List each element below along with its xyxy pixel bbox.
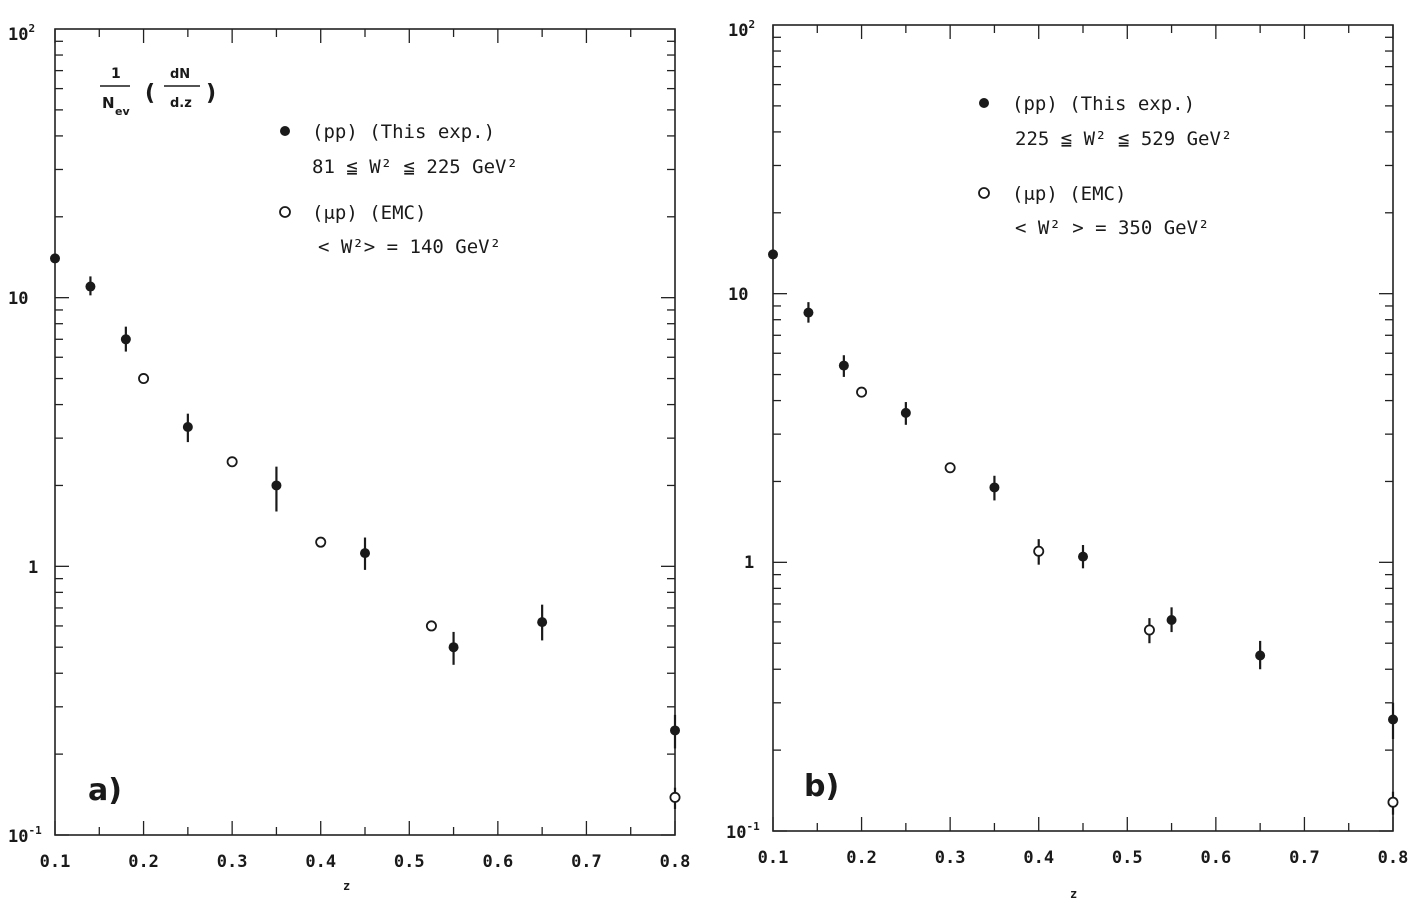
legend-marker-filled-a (280, 126, 290, 136)
legend-range-pp-a: 81 ≦ W² ≦ 225 GeV² (312, 156, 518, 178)
data-point-open (856, 386, 868, 398)
data-point-filled (448, 642, 459, 653)
legend-marker-filled-b (979, 98, 989, 108)
data-point-filled (989, 482, 1000, 493)
y-label-close-paren: ) (206, 81, 216, 106)
legend-range-mup-b: < W² > = 350 GeV² (1015, 217, 1209, 239)
y-label-N-sub: ev (115, 105, 130, 118)
data-point-open (944, 462, 956, 474)
data-point-filled (670, 725, 680, 736)
y-label-dN: dN (170, 67, 190, 82)
legend-label-pp-a: (pp) (This exp.) (312, 121, 495, 143)
y-axis-label-a: 1 N ev ( dN d.z ) (100, 66, 216, 118)
y-tick-label-b-100: 102 (728, 18, 755, 41)
data-point-filled (900, 407, 911, 418)
x-tick-label: 0.2 (128, 852, 159, 872)
y-tick-label-a-0.1: 10-1 (8, 824, 42, 847)
y-tick-label-b-10: 10 (728, 285, 748, 305)
panel-b: 102 10 1 10-1 0.1 0.2 0.3 0.4 0.5 0.6 0.7 0.8 z… (726, 18, 1408, 901)
x-tick-labels-a: 0.1 0.2 0.3 0.4 0.5 0.6 0.7 0.8 (40, 852, 691, 872)
x-tick-label: 0.1 (758, 848, 789, 868)
x-tick-labels-b: 0.1 0.2 0.3 0.4 0.5 0.6 0.7 0.8 (758, 848, 1409, 868)
data-point-filled (537, 617, 548, 628)
x-ticks-a (54, 29, 676, 835)
x-tick-label: 0.6 (482, 852, 513, 872)
data-point-filled (1166, 615, 1177, 626)
y-tick-label-b-1: 1 (744, 553, 754, 573)
legend-marker-open-a (279, 206, 291, 218)
data-point-filled (271, 480, 282, 491)
x-tick-label: 0.4 (305, 852, 336, 872)
legend-range-mup-a: < W²> = 140 GeV² (318, 236, 501, 258)
x-tick-label: 0.2 (846, 848, 877, 868)
y-tick-label-a-10: 10 (8, 289, 28, 309)
legend-b: (pp) (This exp.) 225 ≦ W² ≦ 529 GeV² (μp… (978, 93, 1232, 239)
data-point-open (669, 791, 681, 803)
x-axis-label-b: z (1070, 887, 1077, 901)
x-tick-label: 0.7 (571, 852, 602, 872)
data-point-open (226, 456, 238, 468)
legend-label-pp-b: (pp) (This exp.) (1012, 93, 1195, 115)
x-tick-label: 0.5 (1112, 848, 1143, 868)
data-points-b (768, 249, 1399, 815)
y-label-one: 1 (111, 66, 121, 82)
y-label-N: N (102, 94, 115, 112)
y-label-open-paren: ( (145, 81, 155, 106)
legend-label-mup-b: (μp) (EMC) (1012, 183, 1126, 205)
y-label-dz: d.z (170, 96, 192, 111)
y-ticks-a (55, 40, 675, 836)
y-ticks-b (773, 36, 1393, 832)
data-point-filled (1388, 714, 1398, 725)
legend-label-mup-a: (μp) (EMC) (312, 202, 426, 224)
panel-a: 102 10 1 10-1 0.1 0.2 0.3 0.4 0.5 0.6 0.7 0.8 z… (8, 22, 690, 893)
data-point-filled (1078, 551, 1088, 562)
data-point-filled (803, 307, 814, 318)
data-point-filled (182, 422, 193, 433)
x-tick-label: 0.5 (394, 852, 425, 872)
data-point-filled (768, 249, 778, 260)
data-point-filled (85, 281, 96, 292)
y-tick-label-a-100: 102 (8, 22, 35, 45)
x-tick-label: 0.8 (1378, 848, 1409, 868)
x-tick-label: 0.8 (660, 852, 691, 872)
data-point-open (1387, 796, 1399, 808)
panel-letter-b: b) (804, 769, 839, 804)
data-point-open (1033, 545, 1045, 557)
x-tick-label: 0.3 (935, 848, 966, 868)
data-point-filled (360, 548, 370, 559)
data-point-filled (120, 334, 131, 345)
plot-frame-a (54, 28, 676, 836)
x-axis-label-a: z (343, 879, 350, 893)
x-tick-label: 0.1 (40, 852, 71, 872)
legend-range-pp-b: 225 ≦ W² ≦ 529 GeV² (1015, 128, 1232, 150)
data-point-open (138, 373, 150, 385)
panel-letter-a: a) (88, 773, 122, 808)
x-ticks-b (772, 25, 1394, 831)
legend-marker-open-b (978, 187, 990, 199)
x-tick-label: 0.7 (1289, 848, 1320, 868)
x-tick-label: 0.3 (217, 852, 248, 872)
data-point-filled (50, 253, 60, 264)
data-point-filled (838, 360, 849, 371)
data-point-filled (1255, 650, 1266, 661)
legend-a: (pp) (This exp.) 81 ≦ W² ≦ 225 GeV² (μp)… (279, 121, 518, 258)
data-point-open (1143, 624, 1155, 636)
y-tick-label-a-1: 1 (28, 558, 38, 578)
x-tick-label: 0.4 (1023, 848, 1054, 868)
data-point-open (425, 620, 437, 632)
data-points-a (50, 253, 681, 809)
x-tick-label: 0.6 (1200, 848, 1231, 868)
data-point-open (315, 536, 327, 548)
y-tick-label-b-0.1: 10-1 (726, 820, 760, 843)
